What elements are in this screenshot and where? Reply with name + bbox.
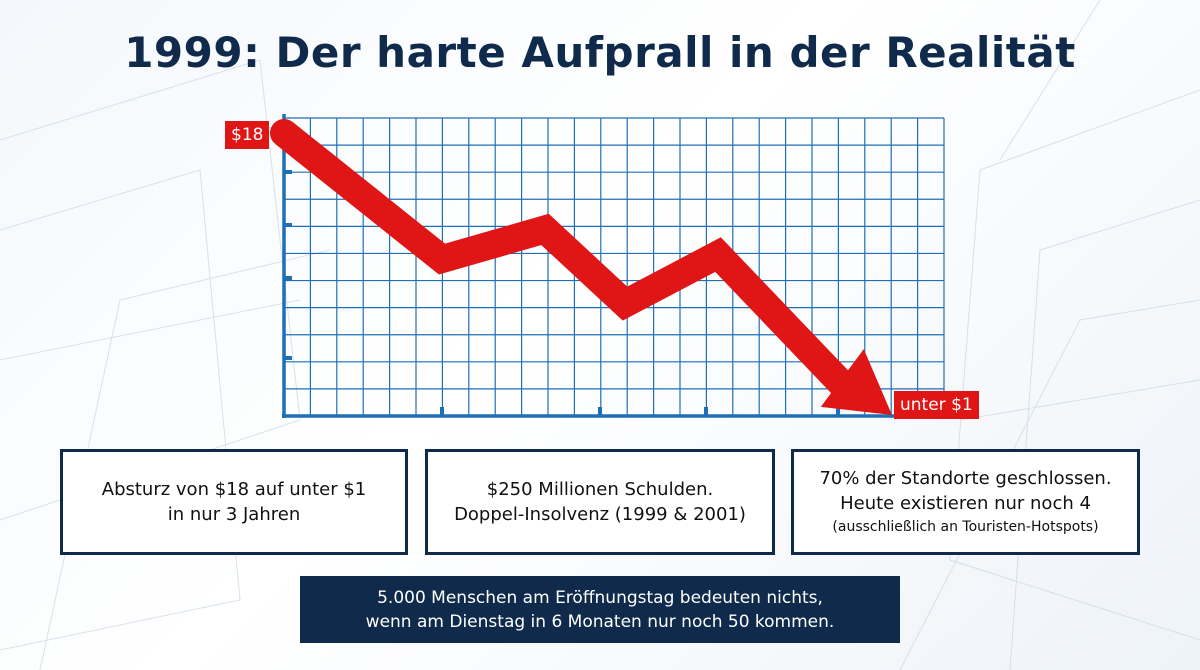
info-card-debt: $250 Millionen Schulden. Doppel-Insolven… bbox=[425, 449, 775, 555]
card-note: (ausschließlich an Touristen-Hotspots) bbox=[832, 519, 1099, 535]
quote-banner: 5.000 Menschen am Eröffnungstag bedeuten… bbox=[300, 576, 900, 643]
start-value-label: $18 bbox=[225, 121, 270, 149]
banner-line-1: 5.000 Menschen am Eröffnungstag bedeuten… bbox=[377, 587, 823, 608]
card-line: in nur 3 Jahren bbox=[167, 504, 301, 525]
banner-line-2: wenn am Dienstag in 6 Monaten nur noch 5… bbox=[365, 611, 835, 632]
price-series bbox=[270, 119, 892, 415]
page-title: 1999: Der harte Aufprall in der Realität bbox=[124, 28, 1076, 77]
info-card-crash: Absturz von $18 auf unter $1 in nur 3 Ja… bbox=[60, 449, 408, 555]
card-line: 70% der Standorte geschlossen. bbox=[819, 468, 1112, 489]
card-line: $250 Millionen Schulden. bbox=[486, 479, 714, 500]
arrow-head bbox=[820, 349, 892, 415]
start-point bbox=[270, 119, 298, 147]
card-line: Doppel-Insolvenz (1999 & 2001) bbox=[454, 504, 746, 525]
card-line: Heute existieren nur noch 4 bbox=[840, 493, 1091, 514]
card-line: Absturz von $18 auf unter $1 bbox=[101, 479, 367, 500]
price-line bbox=[275, 122, 861, 403]
end-value-label: unter $1 bbox=[894, 391, 979, 419]
info-card-locations: 70% der Standorte geschlossen. Heute exi… bbox=[791, 449, 1140, 555]
